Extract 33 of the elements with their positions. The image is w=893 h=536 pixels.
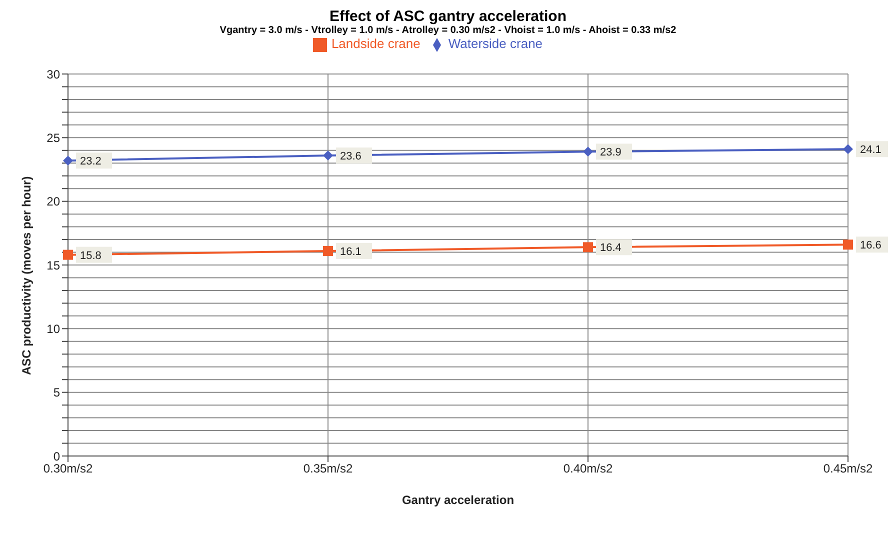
data-label: 15.8 — [80, 250, 102, 262]
data-label: 16.4 — [600, 242, 622, 254]
y-tick-label: 0 — [53, 449, 60, 464]
y-tick-label: 25 — [46, 130, 60, 145]
data-label: 16.6 — [860, 240, 882, 252]
x-axis-title: Gantry acceleration — [402, 493, 514, 507]
point — [63, 156, 73, 166]
point — [843, 144, 853, 154]
data-label: 16.1 — [340, 246, 362, 258]
legend-label: Waterside crane — [448, 36, 543, 51]
point — [843, 240, 853, 250]
x-tick-label: 0.35m/s2 — [303, 462, 354, 476]
point — [323, 246, 333, 256]
x-tick-label: 0.30m/s2 — [43, 462, 94, 476]
data-label: 23.2 — [80, 156, 102, 168]
point — [63, 250, 73, 260]
y-tick-label: 10 — [46, 322, 60, 336]
y-tick-label: 20 — [46, 194, 60, 209]
x-tick-label: 0.45m/s2 — [823, 462, 874, 476]
point — [583, 146, 593, 157]
y-axis-title: ASC productivity (moves per hour) — [19, 176, 34, 375]
y-tick-label: 15 — [46, 258, 60, 272]
point — [323, 150, 333, 160]
data-label: 23.9 — [600, 146, 622, 159]
point — [583, 242, 593, 252]
x-tick-label: 0.40m/s2 — [563, 462, 614, 476]
chart-title: Effect of ASC gantry acceleration — [328, 8, 568, 25]
y-tick-label: 5 — [53, 386, 60, 400]
chart-subtitle: Vgantry = 3.0 m/s - Vtrolley = 1.0 m/s - Atrolley = 0.30 m/s2 - Vhoist = 1.0 m/s - Ahoist = 0.33 m/s2 — [218, 25, 678, 36]
data-label: 24.1 — [860, 144, 882, 156]
y-tick-label: 30 — [46, 67, 60, 82]
data-label: 23.6 — [340, 150, 362, 162]
legend-label: Landside crane — [331, 36, 420, 51]
